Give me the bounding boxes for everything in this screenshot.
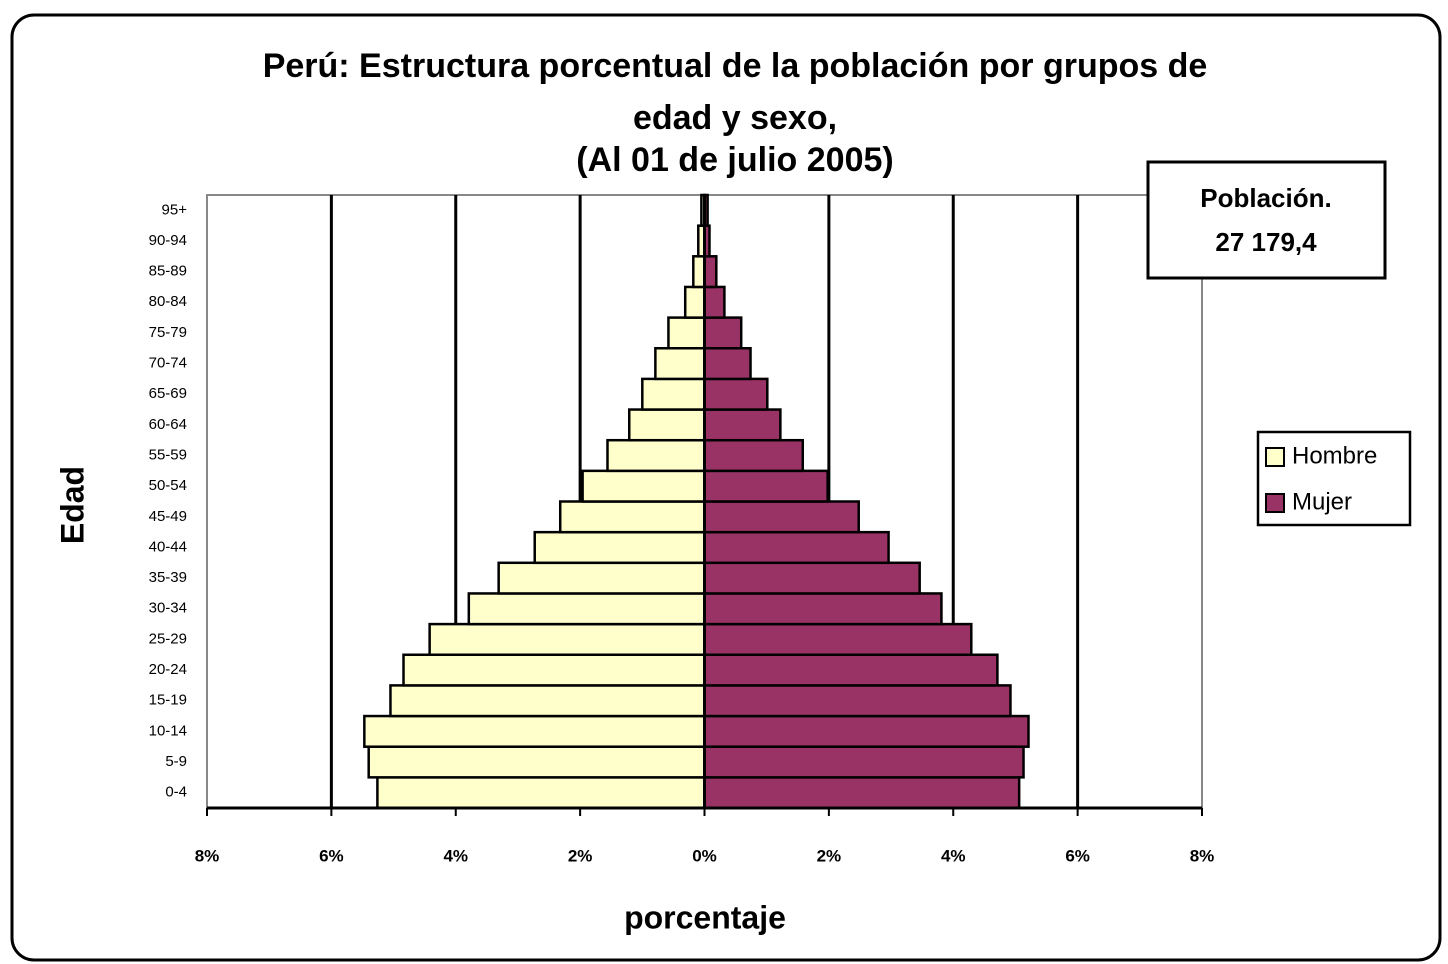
- legend-swatch: [1265, 493, 1285, 513]
- annotation-box: [1146, 160, 1387, 280]
- x-tick-label: 6%: [319, 846, 344, 865]
- y-tick-label: 65-69: [149, 385, 187, 402]
- bar: [467, 592, 706, 626]
- y-tick-label: 55-59: [149, 446, 187, 463]
- chart-title: (Al 01 de julio 2005): [576, 141, 893, 179]
- y-tick-label: 50-54: [149, 477, 187, 494]
- chart-title: edad y sexo,: [633, 99, 837, 137]
- x-tick-label: 2%: [817, 846, 842, 865]
- bar: [692, 255, 706, 289]
- y-tick-label: 70-74: [149, 355, 187, 372]
- legend-label: Hombre: [1292, 442, 1377, 469]
- x-tick-label: 8%: [1190, 846, 1215, 865]
- bar: [703, 622, 973, 656]
- y-axis-label: Edad: [54, 466, 90, 544]
- x-axis-label: porcentaje: [624, 899, 786, 935]
- x-tick-label: 4%: [443, 846, 468, 865]
- x-tick-label: 2%: [568, 846, 593, 865]
- y-tick-label: 75-79: [149, 324, 187, 341]
- bar: [703, 745, 1025, 779]
- y-tick-label: 60-64: [149, 416, 187, 433]
- y-tick-label: 80-84: [149, 293, 187, 310]
- bar: [367, 745, 706, 779]
- x-tick-label: 6%: [1065, 846, 1090, 865]
- chart-title: Perú: Estructura porcentual de la poblac…: [263, 47, 1208, 85]
- bar: [641, 377, 706, 411]
- y-tick-label: 95+: [162, 201, 188, 218]
- y-tick-label: 45-49: [149, 508, 187, 525]
- bar: [363, 714, 706, 748]
- legend-label: Mujer: [1292, 488, 1352, 515]
- y-tick-label: 15-19: [149, 692, 187, 709]
- x-tick-label: 4%: [941, 846, 966, 865]
- bar: [703, 561, 921, 595]
- bar: [581, 469, 706, 503]
- bar: [703, 653, 999, 687]
- bar: [703, 500, 860, 534]
- x-tick-label: 8%: [195, 846, 220, 865]
- bar: [703, 347, 752, 381]
- bar: [628, 408, 706, 442]
- bar: [703, 469, 829, 503]
- y-tick-label: 40-44: [149, 538, 187, 555]
- bar: [497, 561, 706, 595]
- bar: [533, 530, 706, 565]
- bar: [703, 377, 769, 411]
- legend-swatch: [1265, 447, 1285, 467]
- bar: [376, 776, 706, 810]
- bar: [703, 776, 1021, 810]
- bar: [606, 438, 706, 473]
- y-tick-label: 90-94: [149, 232, 187, 249]
- y-tick-label: 5-9: [165, 753, 187, 770]
- bar: [389, 684, 706, 718]
- y-tick-label: 0-4: [165, 784, 187, 801]
- bar: [402, 653, 706, 687]
- y-tick-label: 25-29: [149, 630, 187, 647]
- y-tick-label: 30-34: [149, 600, 187, 617]
- bar: [703, 530, 890, 565]
- y-tick-label: 20-24: [149, 661, 187, 678]
- bar: [703, 714, 1030, 748]
- bar: [703, 684, 1012, 718]
- bar: [703, 438, 805, 473]
- bar: [703, 255, 718, 289]
- bar: [703, 285, 726, 319]
- bar: [558, 500, 706, 534]
- bar: [428, 622, 706, 656]
- bar: [667, 316, 706, 350]
- y-tick-label: 10-14: [149, 722, 187, 739]
- y-tick-label: 35-39: [149, 569, 187, 586]
- y-tick-label: 85-89: [149, 263, 187, 280]
- bar: [683, 285, 706, 319]
- bar: [654, 347, 706, 381]
- annotation: Población.: [1200, 183, 1331, 213]
- bar: [703, 316, 743, 350]
- x-tick-label: 0%: [692, 846, 717, 865]
- annotation: 27 179,4: [1215, 227, 1317, 257]
- bar: [703, 592, 943, 626]
- bar: [703, 408, 782, 442]
